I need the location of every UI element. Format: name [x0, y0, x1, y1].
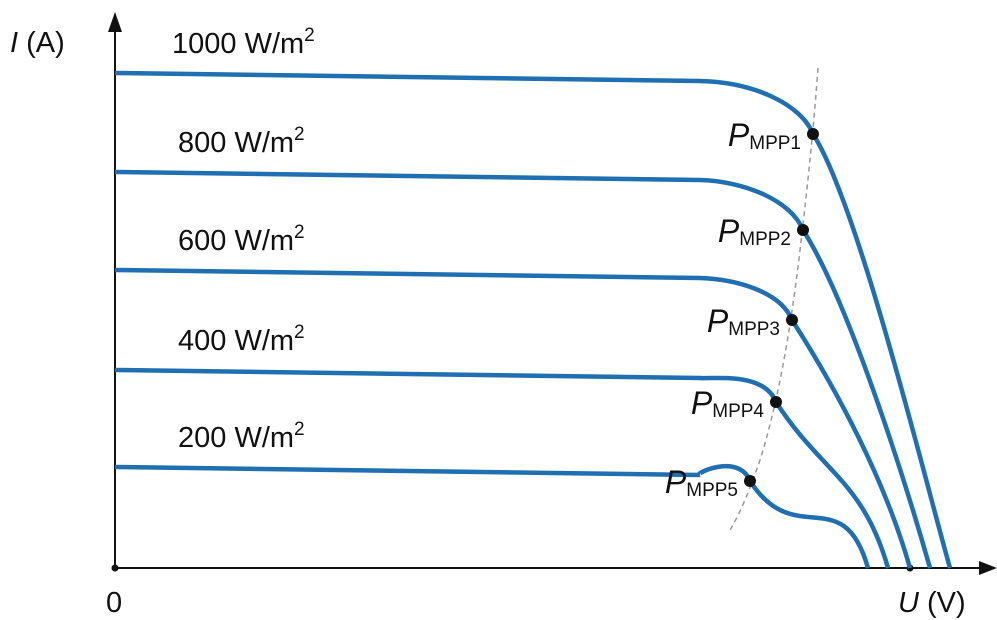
irradiance-label: 600 W/m2	[178, 222, 305, 257]
irradiance-sup: 2	[294, 222, 305, 243]
mpp-label: PMPP2	[718, 213, 791, 250]
mpp-dot	[797, 224, 809, 236]
mpp-symbol: P	[707, 303, 729, 339]
irradiance-sup: 2	[304, 25, 315, 46]
irradiance-value: 800 W/m	[178, 127, 294, 159]
mpp-label: PMPP1	[728, 117, 801, 154]
irradiance-value: 400 W/m	[178, 325, 294, 357]
mpp-symbol: P	[718, 213, 740, 249]
mpp-sub: MPP5	[686, 480, 738, 501]
iv-curve	[114, 267, 913, 569]
irradiance-sup: 2	[294, 124, 305, 145]
irradiance-value: 200 W/m	[178, 422, 294, 454]
y-axis-label: I (A)	[10, 27, 65, 59]
origin-label: 0	[106, 587, 122, 619]
y-unit: (A)	[26, 27, 65, 59]
x-unit: (V)	[927, 587, 966, 619]
mpp-symbol: P	[691, 385, 713, 421]
mpp-label: PMPP3	[707, 303, 780, 340]
mpp-sub: MPP1	[749, 133, 801, 154]
y-arrow	[108, 12, 122, 32]
iv-curve	[114, 367, 891, 569]
irradiance-label: 200 W/m2	[178, 419, 305, 454]
iv-curve	[114, 70, 953, 569]
y-symbol: I	[10, 27, 18, 59]
mpp-sub: MPP2	[739, 229, 791, 250]
irradiance-label: 400 W/m2	[178, 322, 305, 357]
mpp-dot	[807, 128, 819, 140]
mpp-sub: MPP3	[728, 319, 780, 340]
irradiance-sup: 2	[294, 419, 305, 440]
irradiance-value: 600 W/m	[178, 225, 294, 257]
iv-curve	[114, 169, 933, 569]
mpp-dot	[770, 396, 782, 408]
mpp-dot	[744, 475, 756, 487]
x-symbol: U	[898, 587, 920, 619]
mpp-symbol: P	[665, 464, 687, 500]
origin-dot	[111, 564, 119, 572]
iv-curve	[114, 463, 871, 569]
irradiance-label: 800 W/m2	[178, 124, 305, 159]
mpp-sub: MPP4	[712, 401, 764, 422]
x-arrow	[979, 561, 997, 575]
irradiance-value: 1000 W/m	[172, 28, 304, 60]
irradiance-label: 1000 W/m2	[172, 25, 315, 60]
mpp-label: PMPP5	[665, 464, 738, 501]
mpp-label: PMPP4	[691, 385, 765, 422]
irradiance-sup: 2	[294, 322, 305, 343]
mpp-symbol: P	[728, 117, 750, 153]
x-axis-label: U (V)	[898, 587, 966, 619]
mpp-dot	[786, 314, 798, 326]
